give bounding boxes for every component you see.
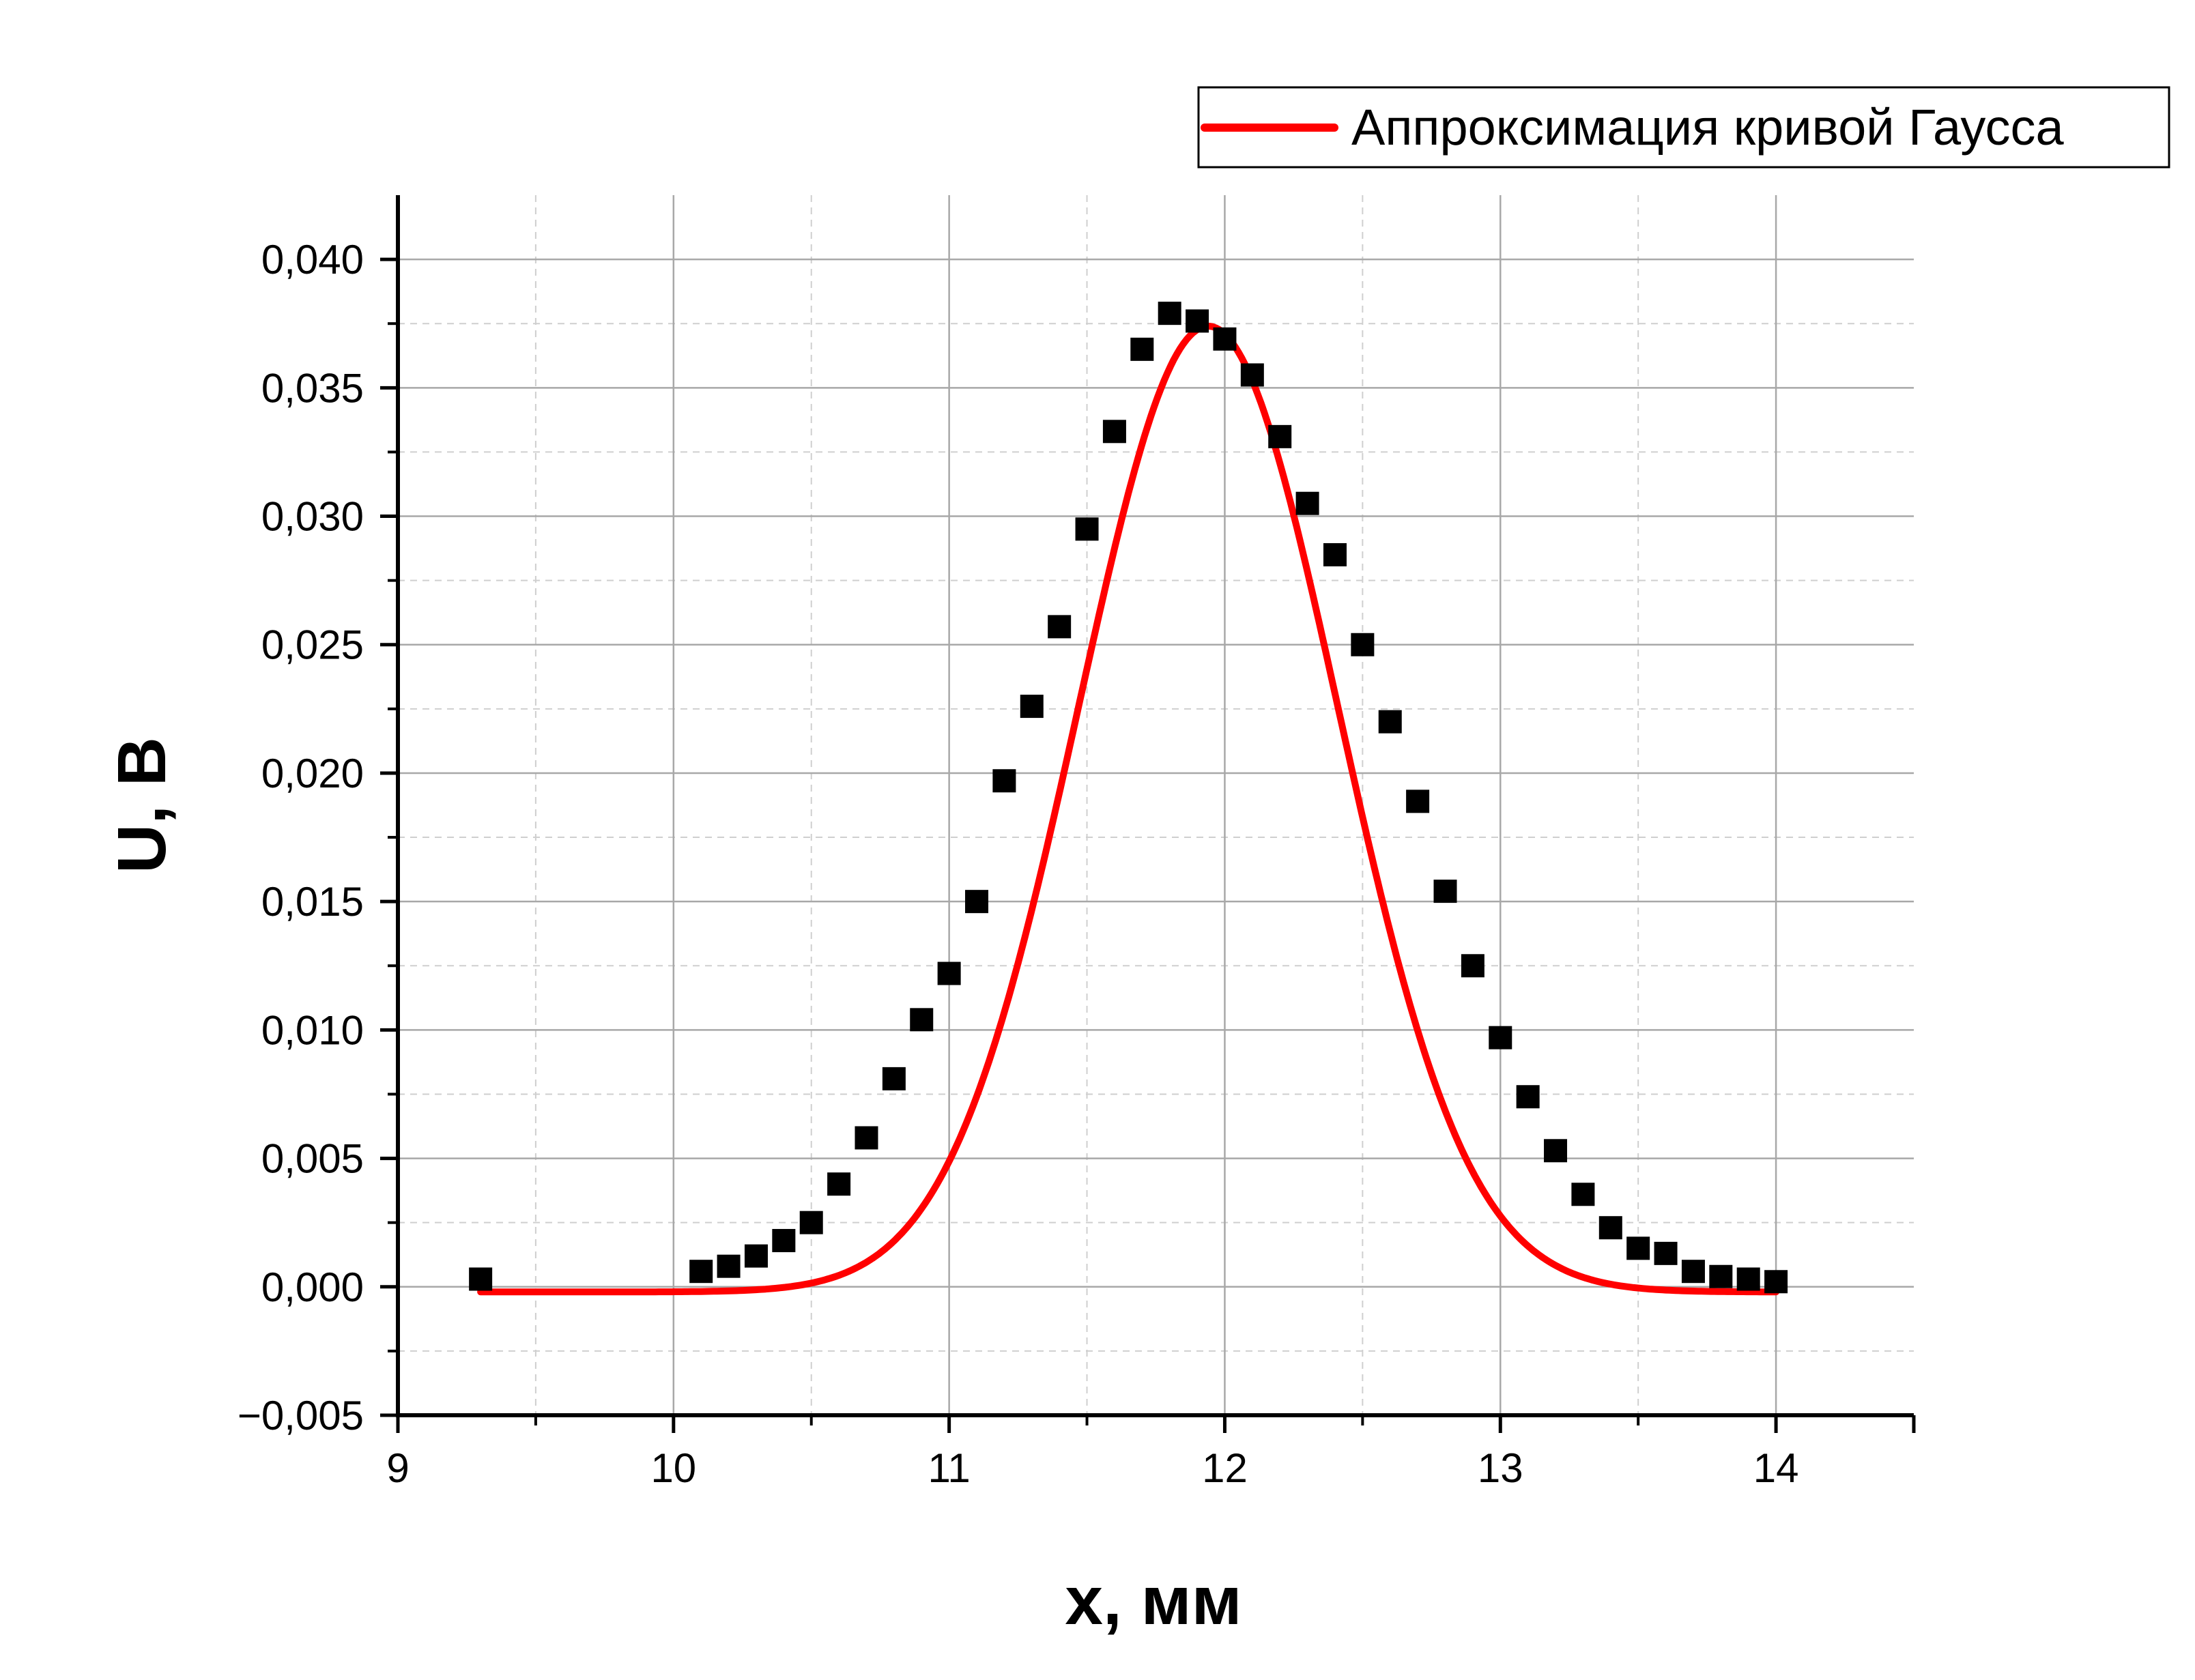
data-point <box>1516 1085 1540 1109</box>
y-tick-label: 0,005 <box>261 1136 364 1182</box>
axes <box>380 195 1916 1433</box>
y-axis-title: U, В <box>104 737 180 873</box>
data-point <box>689 1260 713 1284</box>
data-point <box>1654 1241 1678 1265</box>
data-point <box>1158 302 1181 325</box>
data-point <box>910 1008 934 1032</box>
x-axis-title: x, мм <box>1065 1563 1242 1639</box>
data-point <box>1489 1026 1512 1049</box>
data-point <box>1544 1139 1568 1163</box>
data-point <box>1378 710 1402 734</box>
data-point <box>1268 424 1292 448</box>
data-point <box>1681 1260 1705 1284</box>
data-point <box>744 1244 768 1268</box>
grid <box>398 195 1914 1415</box>
y-tick-label: 0,015 <box>261 879 364 925</box>
data-point <box>717 1254 741 1278</box>
data-point <box>1764 1270 1788 1294</box>
y-tick-label: 0,020 <box>261 751 364 796</box>
data-point <box>965 890 989 914</box>
legend-label: Аппроксимация кривой Гаусса <box>1351 99 2065 156</box>
x-tick-label: 10 <box>650 1445 696 1491</box>
y-tick-label: −0,005 <box>238 1393 364 1438</box>
data-point <box>1461 954 1484 978</box>
x-tick-label: 9 <box>386 1445 409 1491</box>
gauss-fit-curve <box>477 323 1780 1296</box>
data-point <box>1048 615 1072 639</box>
data-point <box>469 1267 493 1291</box>
data-point <box>772 1229 796 1253</box>
data-point <box>937 961 961 985</box>
data-point <box>1323 542 1347 566</box>
data-point <box>1102 420 1126 444</box>
y-tick-label: 0,035 <box>261 365 364 411</box>
data-point <box>1709 1264 1733 1288</box>
data-point <box>1186 309 1209 333</box>
data-point <box>1240 363 1264 387</box>
y-tick-label: 0,025 <box>261 622 364 668</box>
data-point <box>827 1172 851 1196</box>
x-tick-label: 13 <box>1478 1445 1523 1491</box>
y-tick-label: 0,040 <box>261 237 364 283</box>
data-point <box>882 1067 906 1090</box>
data-point <box>1213 327 1237 351</box>
data-point <box>1626 1236 1650 1260</box>
data-point <box>1406 790 1430 813</box>
data-point <box>1351 633 1375 656</box>
data-point <box>1130 337 1154 361</box>
y-tick-label: 0,000 <box>261 1264 364 1310</box>
data-point <box>1571 1183 1595 1206</box>
data-point <box>1736 1267 1760 1291</box>
x-tick-label: 11 <box>928 1445 970 1491</box>
data-point <box>855 1126 878 1150</box>
data-points <box>469 302 1788 1294</box>
data-point <box>1075 517 1099 541</box>
y-tick-label: 0,030 <box>261 494 364 540</box>
data-point <box>1295 491 1319 515</box>
x-tick-label: 12 <box>1202 1445 1248 1491</box>
data-point <box>992 769 1016 793</box>
x-tick-label: 14 <box>1753 1445 1799 1491</box>
data-point <box>1433 880 1457 903</box>
data-point <box>799 1211 823 1234</box>
tick-labels: 9 10 11 12 13 14 −0,005 0,000 0,005 0,010 0,015 0,0… <box>238 237 1799 1491</box>
data-point <box>1598 1216 1622 1240</box>
legend: Аппроксимация кривой Гаусса <box>1197 86 2170 169</box>
data-point <box>1020 695 1044 719</box>
legend-box <box>1197 86 2170 169</box>
y-tick-label: 0,010 <box>261 1007 364 1053</box>
fit-curve-layer <box>477 323 1780 1296</box>
